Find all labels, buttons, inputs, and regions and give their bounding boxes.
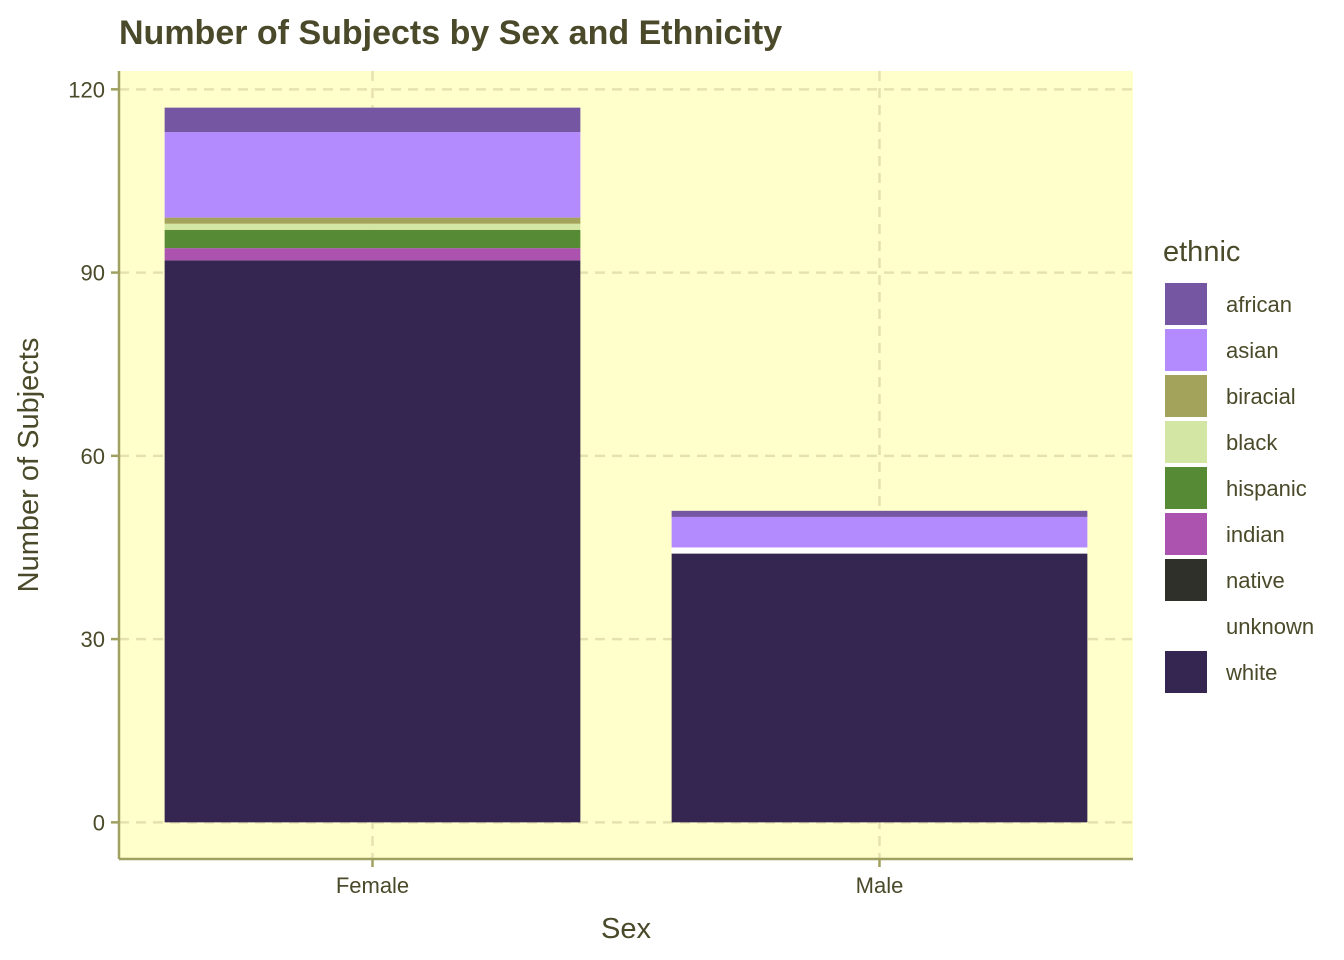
legend-key-african (1165, 283, 1207, 325)
legend-label-asian: asian (1226, 338, 1279, 363)
legend-label-black: black (1226, 430, 1278, 455)
bar-segment-female-asian (164, 132, 581, 218)
chart-title: Number of Subjects by Sex and Ethnicity (119, 14, 782, 52)
bar-segment-female-biracial (164, 217, 581, 224)
legend-key-native (1165, 559, 1207, 601)
legend-key-hispanic (1165, 467, 1207, 509)
y-tick-label: 90 (81, 261, 105, 286)
bar-segment-female-hispanic (164, 229, 581, 249)
legend-label-white: white (1225, 660, 1277, 685)
x-tick-label: Female (336, 873, 409, 898)
legend-label-african: african (1226, 292, 1292, 317)
legend-label-biracial: biracial (1226, 384, 1296, 409)
legend-key-black (1165, 421, 1207, 463)
bar-segment-female-indian (164, 248, 581, 261)
y-axis-ticks: 0 30 60 90 120 (68, 77, 119, 835)
legend-key-asian (1165, 329, 1207, 371)
legend-key-unknown (1165, 605, 1207, 647)
legend-label-unknown: unknown (1226, 614, 1314, 639)
axes (117, 71, 1133, 861)
bar-segment-male-asian (671, 516, 1088, 548)
x-axis-title: Sex (601, 913, 651, 945)
legend-key-biracial (1165, 375, 1207, 417)
legend-key-white (1165, 651, 1207, 693)
bar-segment-female-black (164, 223, 581, 230)
y-tick-label: 30 (81, 627, 105, 652)
y-tick-label: 60 (81, 444, 105, 469)
legend-label-hispanic: hispanic (1226, 476, 1307, 501)
y-tick-label: 0 (93, 810, 105, 835)
legend-key-indian (1165, 513, 1207, 555)
legend-label-indian: indian (1226, 522, 1285, 547)
bar-segment-female-african (164, 107, 581, 133)
bars (164, 107, 1088, 823)
x-tick-label: Male (856, 873, 904, 898)
legend-title: ethnic (1163, 236, 1240, 268)
y-tick-label: 120 (68, 77, 105, 102)
bar-segment-male-white (671, 553, 1088, 823)
legend-label-native: native (1226, 568, 1285, 593)
y-axis-title: Number of Subjects (13, 338, 45, 593)
x-axis-ticks: Female Male (336, 859, 904, 898)
bar-segment-female-white (164, 260, 581, 823)
bar-segment-male-unknown (671, 547, 1088, 554)
legend: ethnic african asian biracial black hispanic… (1163, 236, 1314, 693)
bar-segment-male-african (671, 510, 1088, 517)
